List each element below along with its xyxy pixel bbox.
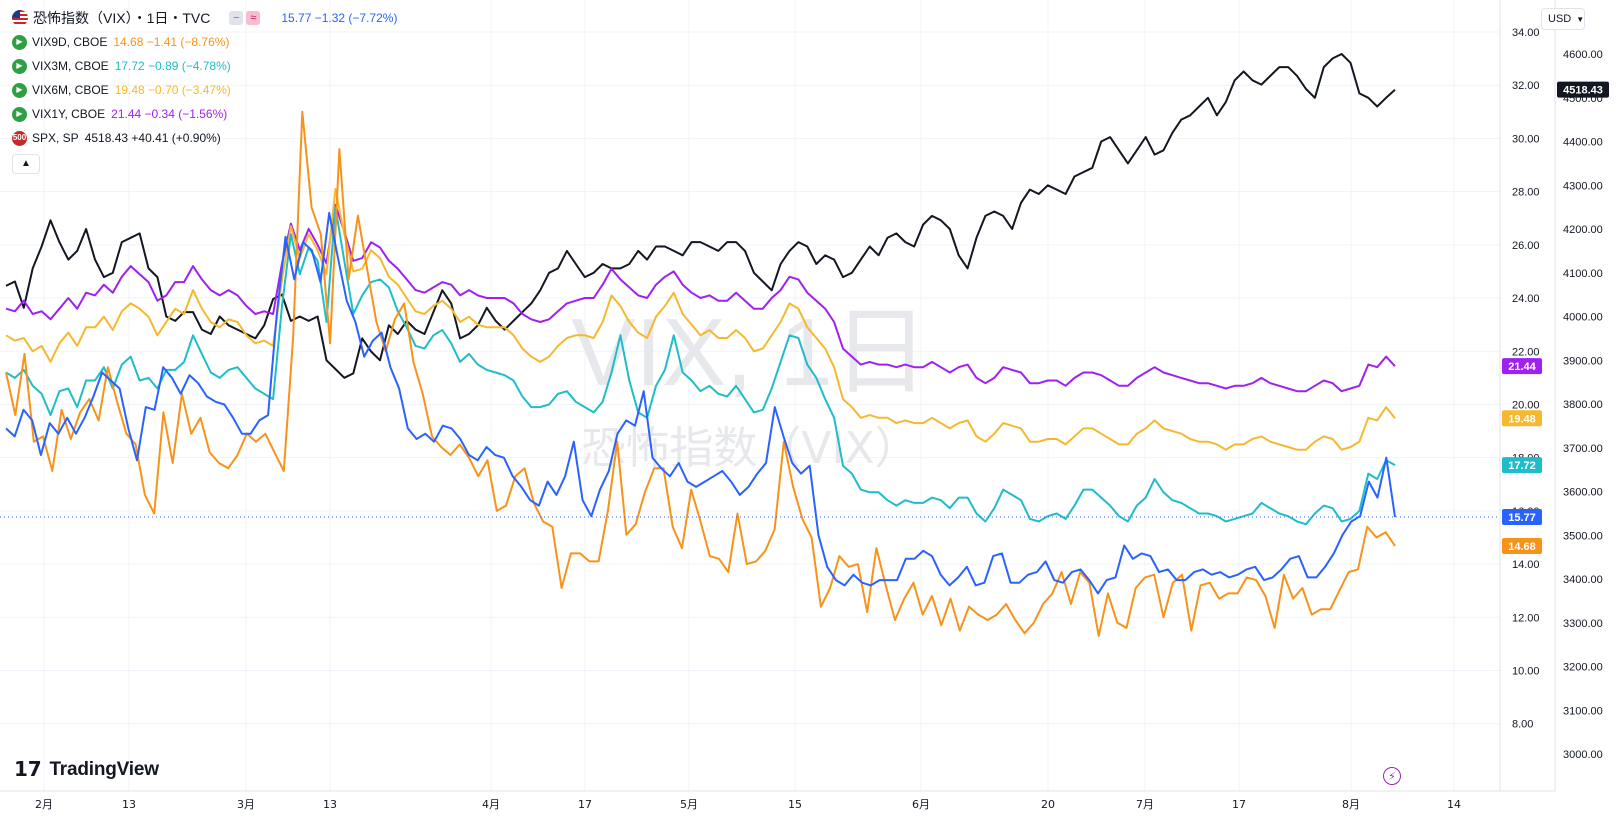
legend-symbol: VIX1Y, CBOE <box>32 107 106 121</box>
legend-row[interactable]: ▶ VIX1Y, CBOE 21.44 −0.34 (−1.56%) <box>12 102 397 126</box>
x-tick-label: 20 <box>1041 798 1055 811</box>
play-icon: ▶ <box>12 82 27 98</box>
y-tick-label: 34.00 <box>1512 27 1540 39</box>
y-tick-label: 14.00 <box>1512 559 1540 571</box>
price-label-bg <box>1502 410 1542 427</box>
us-flag-icon <box>12 10 28 26</box>
y-tick-label-right: 3200.00 <box>1563 662 1603 674</box>
x-tick-label: 5月 <box>680 798 698 811</box>
legend-row[interactable]: 500 SPX, SP 4518.43 +40.41 (+0.90%) <box>12 126 397 150</box>
x-tick-label: 15 <box>788 798 802 811</box>
y-tick-label-right: 3100.00 <box>1563 705 1603 717</box>
x-tick-label: 13 <box>122 798 136 811</box>
legend-symbol: VIX9D, CBOE <box>32 35 108 49</box>
y-tick-label: 12.00 <box>1512 612 1540 624</box>
y-tick-label-right: 4400.00 <box>1563 137 1603 149</box>
y-tick-label: 26.00 <box>1512 240 1540 252</box>
bolt-icon[interactable]: ⚡ <box>1383 767 1401 785</box>
y-tick-label: 20.00 <box>1512 399 1540 411</box>
y-tick-label-right: 3800.00 <box>1563 399 1603 411</box>
y-tick-label-right: 3500.00 <box>1563 530 1603 542</box>
y-tick-label-right: 3400.00 <box>1563 574 1603 586</box>
y-tick-label-right: 4000.00 <box>1563 312 1603 324</box>
vix-values: 15.77 −1.32 (−7.72%) <box>281 11 398 25</box>
legend-values: 4518.43 +40.41 (+0.90%) <box>84 131 221 145</box>
y-tick-label-right: 4200.00 <box>1563 224 1603 236</box>
legend-row[interactable]: ▶ VIX3M, CBOE 17.72 −0.89 (−4.78%) <box>12 54 397 78</box>
series-vix[interactable] <box>5 211 1396 595</box>
x-tick-label: 17 <box>1232 798 1246 811</box>
play-icon: ▶ <box>12 58 27 74</box>
main-symbol-row[interactable]: 恐怖指数（VIX）・1日・TVC − ≈ 15.77 −1.32 (−7.72%… <box>12 6 397 30</box>
legend-values: 14.68 −1.41 (−8.76%) <box>113 35 230 49</box>
y-tick-label-right: 3300.00 <box>1563 618 1603 630</box>
price-label-bg <box>1502 508 1542 525</box>
x-tick-label: 8月 <box>1342 798 1360 811</box>
y-tick-label: 8.00 <box>1512 719 1533 731</box>
display-toggle[interactable]: − ≈ <box>226 9 263 27</box>
tv-logo-icon: 𝟭𝟳 <box>14 759 42 781</box>
x-tick-label: 6月 <box>912 798 930 811</box>
compare-icon[interactable]: ≈ <box>246 11 261 25</box>
series-vix9d[interactable] <box>5 110 1396 637</box>
price-label: 15.77 <box>1508 512 1536 524</box>
symbol-title[interactable]: 恐怖指数（VIX）・1日・TVC <box>33 10 211 26</box>
price-label-bg <box>1502 358 1542 375</box>
y-tick-label-right: 3000.00 <box>1563 749 1603 761</box>
x-tick-label: 13 <box>323 798 337 811</box>
series-vix6m[interactable] <box>5 188 1396 451</box>
series-spx[interactable] <box>5 53 1396 379</box>
price-label: 19.48 <box>1508 413 1536 425</box>
y-tick-label-right: 4100.00 <box>1563 268 1603 280</box>
y-tick-label-right: 3600.00 <box>1563 487 1603 499</box>
legend-symbol: VIX6M, CBOE <box>32 83 109 97</box>
y-tick-label: 24.00 <box>1512 293 1540 305</box>
y-tick-label: 30.00 <box>1512 133 1540 145</box>
x-tick-label: 3月 <box>237 798 255 811</box>
y-tick-label: 32.00 <box>1512 80 1540 92</box>
legend-symbol: SPX, SP <box>32 131 79 145</box>
y-tick-label: 10.00 <box>1512 666 1540 678</box>
play-icon: ▶ <box>12 106 27 122</box>
legend-row[interactable]: ▶ VIX9D, CBOE 14.68 −1.41 (−8.76%) <box>12 30 397 54</box>
price-label-bg <box>1502 537 1542 554</box>
spx-icon: 500 <box>12 130 27 146</box>
y-tick-label-right: 4600.00 <box>1563 49 1603 61</box>
price-label-bg <box>1502 457 1542 474</box>
tradingview-logo[interactable]: 𝟭𝟳 TradingView <box>14 757 159 782</box>
x-tick-label: 4月 <box>482 798 500 811</box>
watermark-subtitle: 恐怖指数（VIX） <box>581 423 918 474</box>
legend: 恐怖指数（VIX）・1日・TVC − ≈ 15.77 −1.32 (−7.72%… <box>12 6 397 174</box>
price-label: 4518.43 <box>1563 85 1603 97</box>
y-tick-label: 28.00 <box>1512 187 1540 199</box>
series-vix1y[interactable] <box>5 203 1396 393</box>
play-icon: ▶ <box>12 34 27 50</box>
minus-icon[interactable]: − <box>229 11 244 25</box>
currency-selector[interactable]: USD ▼ <box>1541 8 1585 30</box>
price-label: 14.68 <box>1508 541 1536 553</box>
legend-symbol: VIX3M, CBOE <box>32 59 109 73</box>
y-tick-label-right: 3900.00 <box>1563 355 1603 367</box>
y-tick-label-right: 3700.00 <box>1563 443 1603 455</box>
currency-label: USD <box>1548 13 1572 25</box>
legend-values: 21.44 −0.34 (−1.56%) <box>111 107 228 121</box>
price-label: 21.44 <box>1508 361 1536 373</box>
y-tick-label: 22.00 <box>1512 346 1540 358</box>
x-tick-label: 14 <box>1447 798 1461 811</box>
series-vix3m[interactable] <box>5 206 1396 526</box>
collapse-legend-button[interactable]: ▲ <box>12 154 40 174</box>
price-label: 17.72 <box>1508 460 1536 472</box>
x-tick-label: 7月 <box>1136 798 1154 811</box>
price-label-bg <box>1557 81 1609 98</box>
x-tick-label: 2月 <box>35 798 53 811</box>
y-tick-label-right: 4300.00 <box>1563 180 1603 192</box>
legend-values: 19.48 −0.70 (−3.47%) <box>114 83 231 97</box>
legend-row[interactable]: ▶ VIX6M, CBOE 19.48 −0.70 (−3.47%) <box>12 78 397 102</box>
chevron-down-icon: ▼ <box>1576 14 1585 24</box>
brand-name: TradingView <box>49 758 159 780</box>
x-tick-label: 17 <box>578 798 592 811</box>
legend-values: 17.72 −0.89 (−4.78%) <box>114 59 231 73</box>
